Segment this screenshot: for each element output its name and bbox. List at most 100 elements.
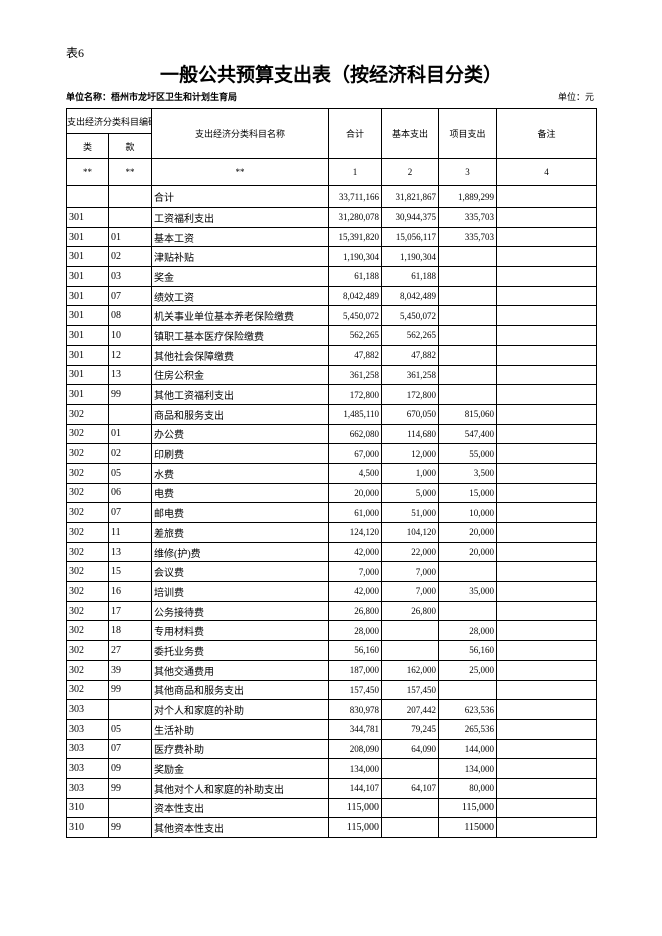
value-cell: 335,703 bbox=[438, 207, 498, 228]
value-cell: 79,245 bbox=[381, 718, 440, 740]
value-cell bbox=[496, 226, 598, 248]
value-cell: 8,042,489 bbox=[381, 285, 440, 307]
name-cell: 会议费 bbox=[151, 561, 330, 583]
name-cell: 商品和服务支出 bbox=[151, 403, 330, 425]
value-cell: 25,000 bbox=[438, 659, 498, 681]
code-cell: 05 bbox=[107, 462, 153, 484]
name-cell: 机关事业单位基本养老保险缴费 bbox=[151, 305, 330, 327]
code-cell: 303 bbox=[66, 738, 109, 760]
name-cell: 其他社会保障缴费 bbox=[151, 344, 330, 366]
value-cell: 56,160 bbox=[438, 640, 498, 661]
value-cell: 1,000 bbox=[381, 462, 440, 484]
value-cell: 33,711,166 bbox=[328, 185, 383, 208]
unit-name: 单位名称：梧州市龙圩区卫生和计划生育局 bbox=[66, 92, 238, 102]
name-cell: 对个人和家庭的补助 bbox=[151, 699, 330, 720]
index-cell: ** bbox=[151, 158, 330, 186]
header-cell: 基本支出 bbox=[381, 108, 440, 159]
value-cell bbox=[438, 285, 498, 307]
name-cell: 资本性支出 bbox=[151, 797, 330, 819]
value-cell: 1,190,304 bbox=[328, 246, 383, 268]
value-cell bbox=[496, 384, 598, 405]
code-cell: 02 bbox=[107, 246, 153, 268]
value-cell bbox=[496, 581, 598, 602]
code-cell: 302 bbox=[66, 462, 109, 484]
code-cell: 301 bbox=[66, 207, 109, 228]
code-cell: 302 bbox=[66, 423, 109, 445]
value-cell bbox=[496, 443, 598, 464]
value-cell: 134,000 bbox=[438, 758, 498, 779]
value-cell: 47,882 bbox=[328, 344, 383, 366]
value-cell: 134,000 bbox=[328, 758, 383, 779]
value-cell bbox=[496, 246, 598, 268]
table-row: 303 07 医疗费补助 208,090 64,090 144,000 bbox=[66, 738, 598, 760]
table-row: 301 07 绩效工资 8,042,489 8,042,489 bbox=[66, 285, 598, 307]
name-cell: 镇职工基本医疗保险缴费 bbox=[151, 325, 330, 346]
value-cell: 172,800 bbox=[328, 384, 383, 405]
value-cell bbox=[438, 364, 498, 386]
budget-table: 支出经济分类科目编码 支出经济分类科目名称 合计 基本支出 项目支出 备注类款 ** ** **… bbox=[65, 108, 598, 838]
value-cell bbox=[496, 797, 598, 819]
value-cell: 124,120 bbox=[328, 522, 383, 543]
table-row: 303 99 其他对个人和家庭的补助支出 144,107 64,107 80,000 bbox=[66, 777, 598, 799]
index-cell: ** bbox=[107, 158, 153, 186]
code-cell: 13 bbox=[107, 364, 153, 386]
table-row: 301 13 住房公积金 361,258 361,258 bbox=[66, 364, 598, 386]
value-cell bbox=[496, 600, 598, 622]
value-cell bbox=[438, 344, 498, 366]
table-row: 302 02 印刷费 67,000 12,000 55,000 bbox=[66, 443, 598, 464]
name-cell: 奖金 bbox=[151, 266, 330, 287]
value-cell: 1,889,299 bbox=[438, 185, 498, 208]
title: 一般公共预算支出表（按经济科目分类） bbox=[159, 65, 502, 86]
value-cell: 157,450 bbox=[328, 679, 383, 701]
value-cell bbox=[496, 502, 598, 523]
name-cell: 水费 bbox=[151, 462, 330, 484]
value-cell: 26,800 bbox=[328, 600, 383, 622]
code-cell: 302 bbox=[66, 403, 109, 425]
name-cell: 电费 bbox=[151, 482, 330, 504]
code-cell: 09 bbox=[107, 758, 153, 779]
value-cell bbox=[438, 325, 498, 346]
value-cell: 162,000 bbox=[381, 659, 440, 681]
code-cell: 07 bbox=[107, 738, 153, 760]
value-cell: 815,060 bbox=[438, 403, 498, 425]
table-row: 302 15 会议费 7,000 7,000 bbox=[66, 561, 598, 583]
name-cell: 津贴补贴 bbox=[151, 246, 330, 268]
value-cell bbox=[496, 522, 598, 543]
value-cell bbox=[496, 403, 598, 425]
value-cell: 7,000 bbox=[328, 561, 383, 583]
code-cell: 310 bbox=[66, 817, 109, 838]
value-cell bbox=[496, 738, 598, 760]
value-cell bbox=[496, 718, 598, 740]
header-cell: 项目支出 bbox=[438, 108, 498, 159]
code-cell bbox=[107, 699, 153, 720]
table-row: 302 07 邮电费 61,000 51,000 10,000 bbox=[66, 502, 598, 523]
index-cell: ** bbox=[66, 158, 109, 186]
code-cell: 13 bbox=[107, 541, 153, 563]
value-cell bbox=[438, 384, 498, 405]
code-cell: 27 bbox=[107, 640, 153, 661]
name-cell: 专用材料费 bbox=[151, 620, 330, 642]
code-cell bbox=[107, 403, 153, 425]
value-cell: 61,000 bbox=[328, 502, 383, 523]
value-cell: 20,000 bbox=[438, 541, 498, 563]
value-cell: 30,944,375 bbox=[381, 207, 440, 228]
value-cell bbox=[381, 797, 440, 819]
value-cell: 31,280,078 bbox=[328, 207, 383, 228]
code-cell: 301 bbox=[66, 246, 109, 268]
name-cell: 办公费 bbox=[151, 423, 330, 445]
value-cell bbox=[496, 462, 598, 484]
name-cell: 生活补助 bbox=[151, 718, 330, 740]
value-cell: 47,882 bbox=[381, 344, 440, 366]
table-row: 301 03 奖金 61,188 61,188 bbox=[66, 266, 598, 287]
name-cell: 维修(护)费 bbox=[151, 541, 330, 563]
value-cell: 51,000 bbox=[381, 502, 440, 523]
value-cell: 61,188 bbox=[381, 266, 440, 287]
code-cell: 12 bbox=[107, 344, 153, 366]
unit: 单位：元 bbox=[557, 92, 594, 102]
code-cell: 303 bbox=[66, 758, 109, 779]
value-cell: 157,450 bbox=[381, 679, 440, 701]
value-cell: 61,188 bbox=[328, 266, 383, 287]
value-cell: 55,000 bbox=[438, 443, 498, 464]
value-cell bbox=[496, 620, 598, 642]
value-cell: 10,000 bbox=[438, 502, 498, 523]
